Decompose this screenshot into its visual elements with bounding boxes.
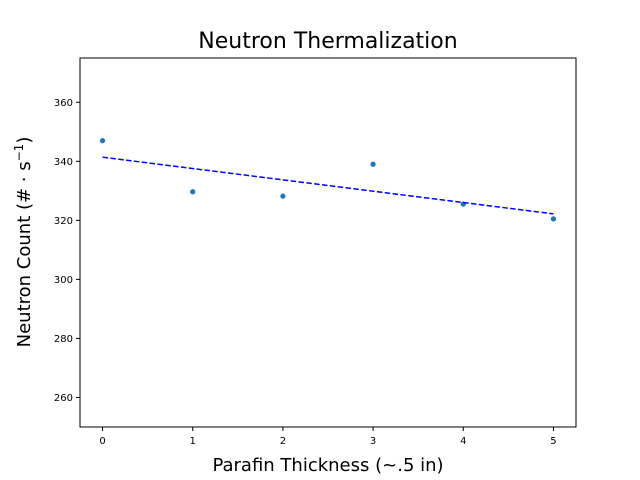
x-tick-label: 1 [190,436,196,447]
data-point [370,161,376,167]
y-tick-label: 320 [54,216,73,227]
data-point [190,189,196,195]
y-axis-title-main: Neutron Count (# · s [14,161,35,347]
x-tick-label: 5 [550,436,556,447]
y-axis-title: Neutron Count (# · s−1) [12,137,35,348]
data-point [550,216,557,222]
y-axis-title-superscript: −1 [12,144,26,162]
y-tick-label: 280 [54,334,73,345]
y-tick-label: 300 [54,275,73,286]
y-tick-label: 340 [54,157,73,168]
x-axis-title: Parafin Thickness (~.5 in) [212,455,443,476]
y-tick-label: 360 [54,98,73,109]
data-point [99,138,106,144]
x-axis: 0 1 2 3 4 5 [99,427,557,447]
plot-frame [79,57,577,428]
x-tick-label: 2 [280,436,286,447]
x-tick-label: 4 [460,436,466,447]
chart-title: Neutron Thermalization [198,29,457,54]
data-point [280,193,286,199]
y-axis-title-close: ) [14,137,35,144]
x-tick-label: 0 [99,436,105,447]
trend-line [102,156,554,215]
data-marks [99,138,557,222]
y-tick-label: 260 [54,393,73,404]
plot-area [79,57,577,428]
x-tick-label: 3 [370,436,376,447]
y-axis: 260 280 300 320 340 360 [54,98,80,404]
